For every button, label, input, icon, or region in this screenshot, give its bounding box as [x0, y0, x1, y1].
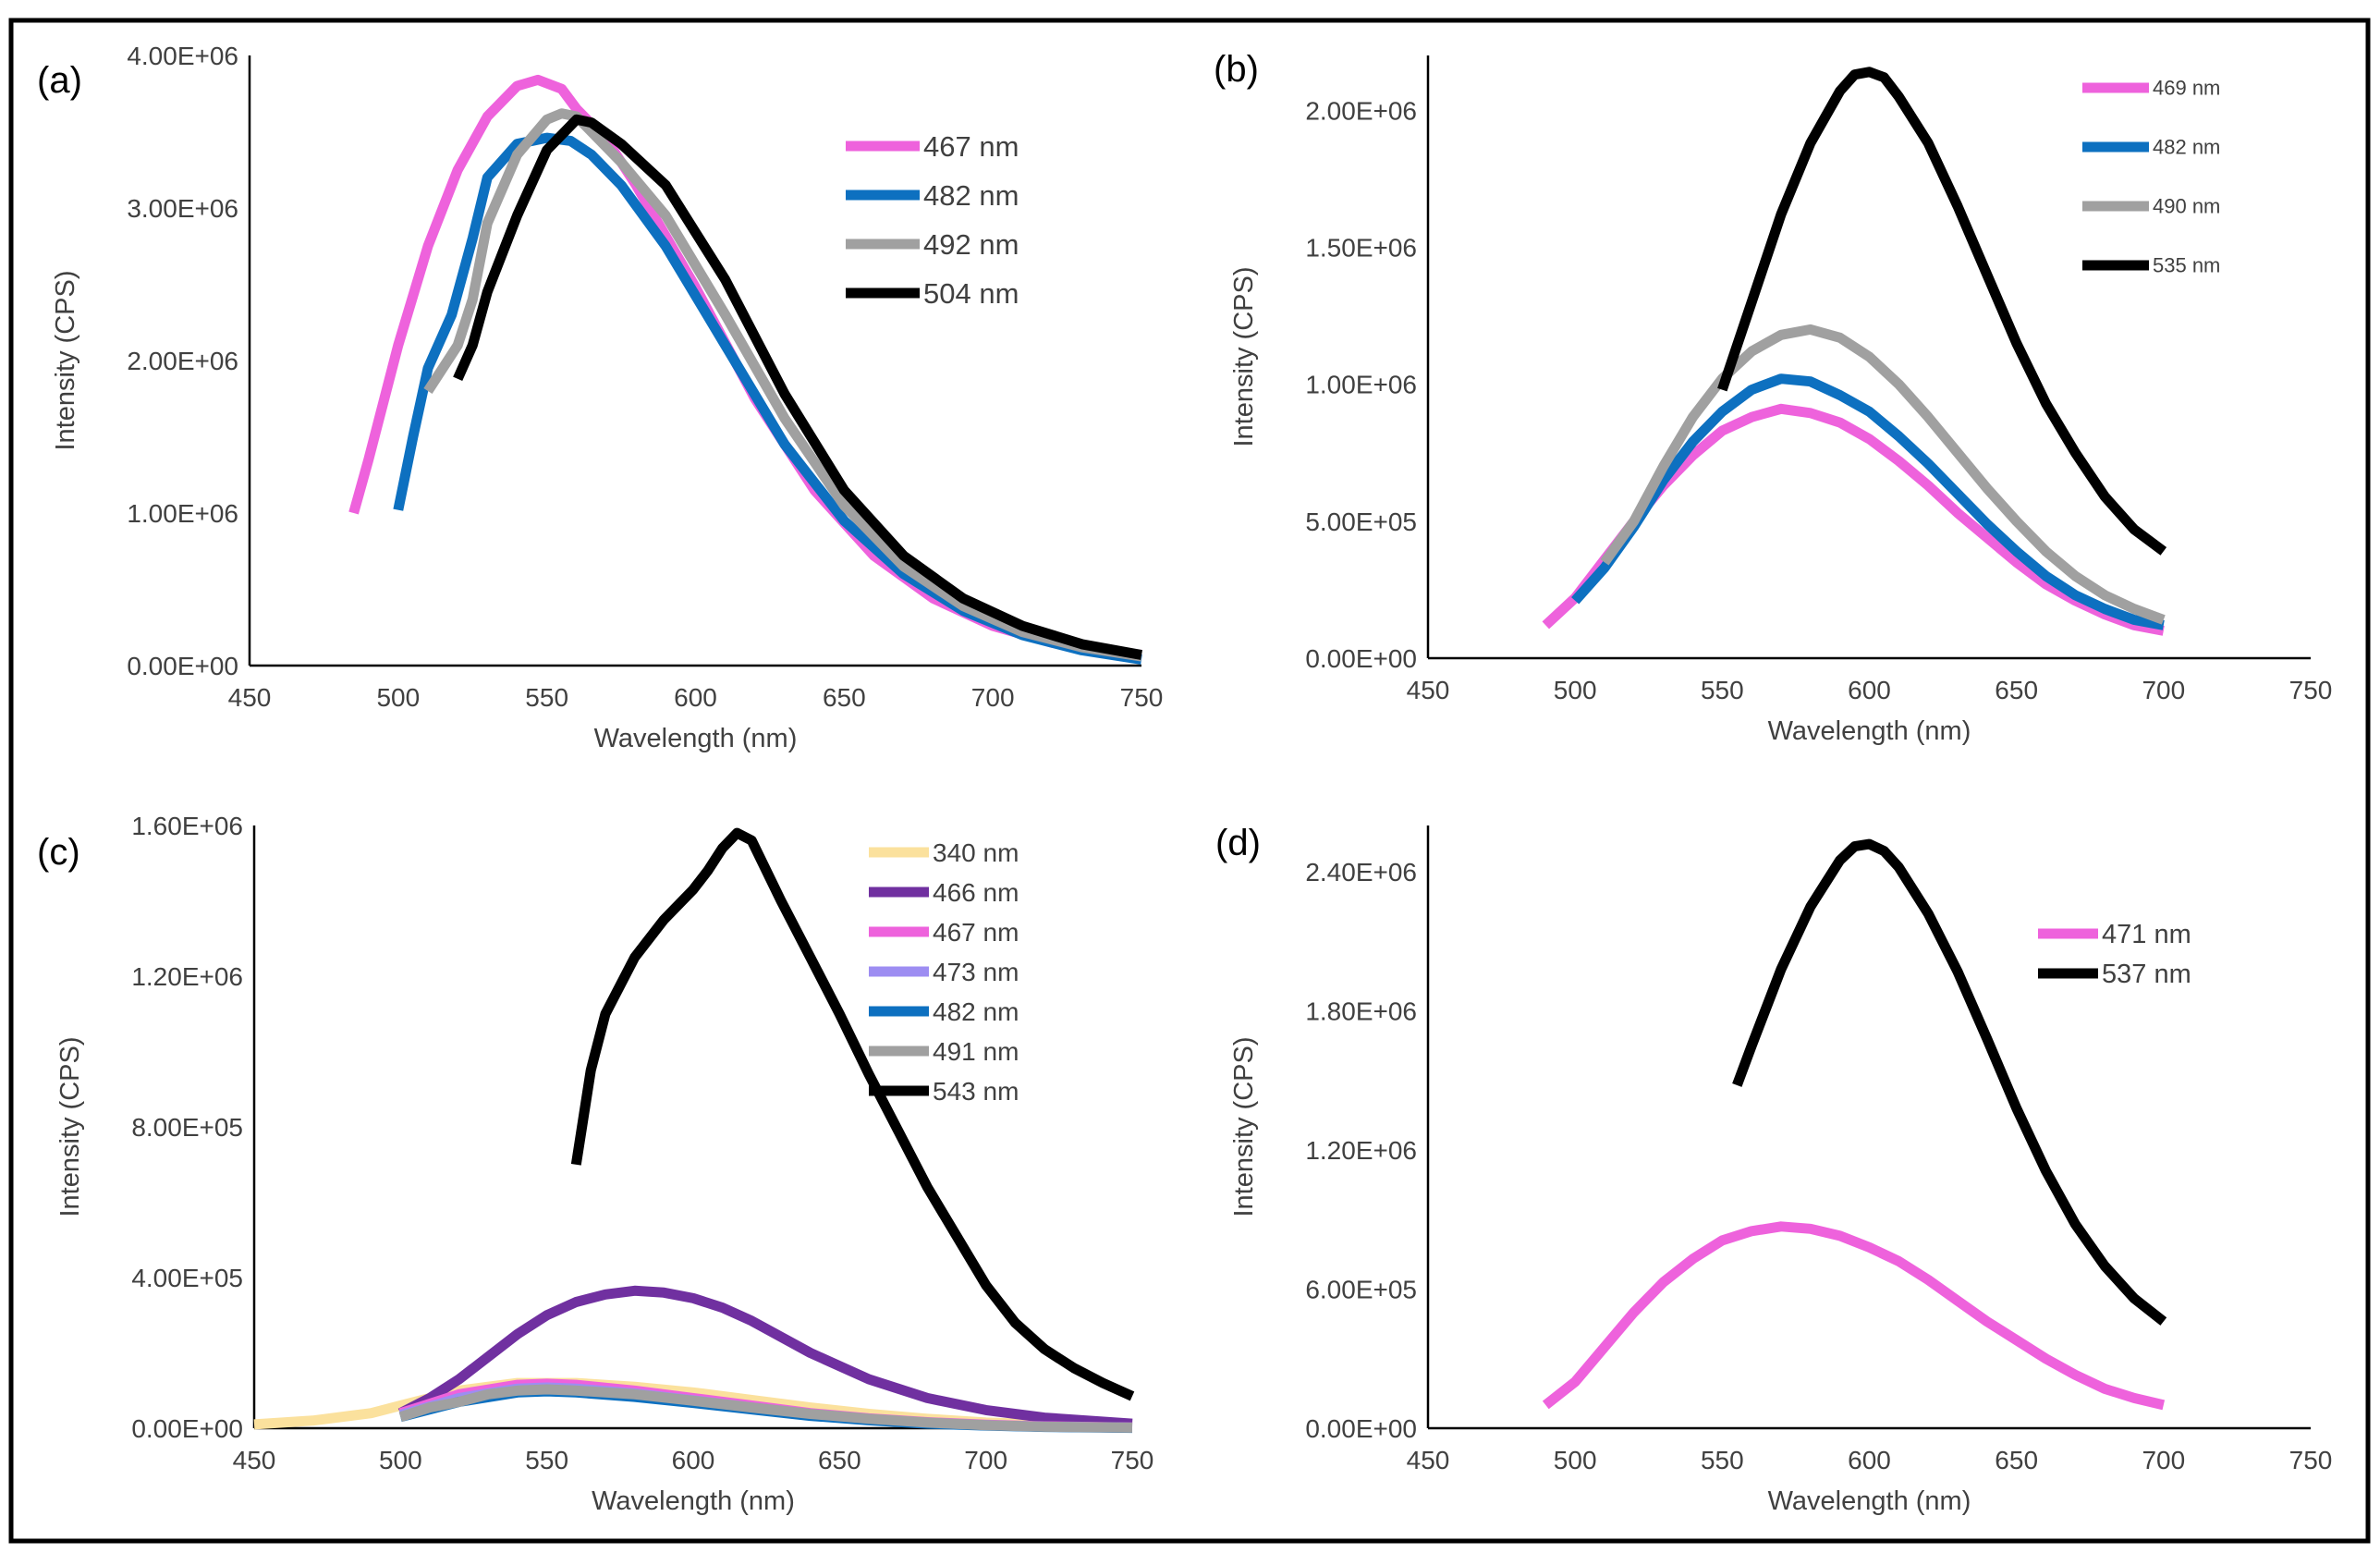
- x-axis-title: Wavelength (nm): [1768, 1486, 1971, 1516]
- series-line-535-nm: [1717, 67, 2167, 556]
- x-tick-label: 650: [1995, 1446, 2038, 1474]
- x-tick-label: 650: [1995, 676, 2038, 704]
- panel-d: (d) 450 500 550 600 650 700 750 0.00E+00 6.00E+05…: [1215, 823, 2332, 1516]
- y-axis-title: Intensity (CPS): [55, 1037, 85, 1217]
- panel-label: (d): [1215, 823, 1261, 863]
- series-line-492-nm: [423, 108, 1142, 662]
- panel-b: (b) 450 500 550 600 650 700 750 0.00E+00 5.00E+05…: [1214, 49, 2332, 746]
- y-tick-label: 2.00E+06: [1305, 96, 1417, 125]
- legend-label: 535 nm: [2153, 254, 2220, 277]
- y-axis-title: Intensity (CPS): [51, 271, 80, 451]
- series-line-471-nm: [1542, 1221, 2166, 1411]
- x-tick-label: 650: [823, 683, 866, 712]
- series-line-490-nm: [1600, 324, 2166, 625]
- x-tick-label: 750: [1120, 683, 1164, 712]
- legend-label: 340 nm: [933, 838, 1019, 867]
- panel-c: (c) 450 500 550 600 650 700 750 0.00E+00 4.00E+05…: [37, 812, 1153, 1516]
- legend-label: 543 nm: [933, 1077, 1019, 1106]
- y-tick-label: 4.00E+06: [127, 42, 238, 70]
- x-tick-label: 550: [1701, 1446, 1744, 1474]
- x-axis-title: Wavelength (nm): [1768, 716, 1971, 746]
- panel-a: (a) 450 500 550 600 650 700 750 0.00E+00 1.00E+06…: [37, 42, 1163, 753]
- y-tick-label: 1.00E+06: [1305, 371, 1417, 399]
- x-tick-label: 600: [672, 1446, 715, 1474]
- y-tick-label: 2.40E+06: [1305, 858, 1417, 887]
- x-tick-label: 750: [2289, 1446, 2333, 1474]
- legend-label: 482 nm: [933, 997, 1019, 1026]
- y-tick-label: 3.00E+06: [127, 194, 238, 223]
- x-tick-label: 750: [2289, 676, 2333, 704]
- series-line-466-nm: [397, 1285, 1133, 1429]
- series-line-504-nm: [453, 114, 1142, 660]
- x-tick-label: 700: [964, 1446, 1007, 1474]
- y-tick-label: 6.00E+05: [1305, 1276, 1417, 1304]
- x-tick-label: 600: [674, 683, 717, 712]
- legend-label: 492 nm: [923, 228, 1019, 261]
- x-tick-label: 450: [1407, 676, 1450, 704]
- x-tick-label: 500: [379, 1446, 422, 1474]
- y-tick-label: 4.00E+05: [131, 1264, 243, 1292]
- y-tick-label: 0.00E+00: [1305, 1414, 1417, 1443]
- y-tick-label: 2.00E+06: [127, 347, 238, 375]
- x-tick-label: 550: [1701, 676, 1744, 704]
- y-tick-label: 1.80E+06: [1305, 997, 1417, 1026]
- y-axis-title: Intensity (CPS): [1229, 267, 1259, 447]
- x-tick-label: 700: [2142, 1446, 2185, 1474]
- x-tick-label: 750: [1111, 1446, 1154, 1474]
- y-tick-label: 0.00E+00: [131, 1414, 243, 1443]
- legend-label: 467 nm: [933, 918, 1019, 947]
- panel-label: (b): [1214, 49, 1259, 90]
- legend-label: 537 nm: [2102, 960, 2191, 989]
- legend-label: 482 nm: [923, 179, 1019, 212]
- legend-label: 482 nm: [2153, 136, 2220, 159]
- legend-label: 504 nm: [923, 277, 1019, 310]
- x-tick-label: 500: [1554, 1446, 1597, 1474]
- x-tick-label: 700: [2142, 676, 2185, 704]
- legend-label: 466 nm: [933, 878, 1019, 907]
- y-tick-label: 0.00E+00: [1305, 644, 1417, 673]
- x-tick-label: 600: [1848, 676, 1891, 704]
- x-axis-title: Wavelength (nm): [594, 724, 798, 753]
- x-tick-label: 450: [233, 1446, 276, 1474]
- legend-label: 473 nm: [933, 958, 1019, 986]
- y-tick-label: 1.00E+06: [127, 499, 238, 528]
- x-tick-label: 600: [1848, 1446, 1891, 1474]
- y-tick-label: 0.00E+00: [127, 652, 238, 680]
- legend-label: 491 nm: [933, 1037, 1019, 1066]
- y-tick-label: 1.60E+06: [131, 812, 243, 840]
- y-tick-label: 8.00E+05: [131, 1113, 243, 1142]
- y-tick-label: 1.20E+06: [131, 962, 243, 991]
- y-tick-label: 1.20E+06: [1305, 1136, 1417, 1165]
- series-line-543-nm: [570, 827, 1135, 1401]
- y-tick-label: 5.00E+05: [1305, 507, 1417, 536]
- series-line-482-nm: [1571, 373, 2165, 630]
- series-line-491-nm: [398, 1384, 1133, 1433]
- figure-frame: [8, 18, 2371, 1544]
- x-tick-label: 500: [376, 683, 420, 712]
- y-axis-title: Intensity (CPS): [1229, 1037, 1259, 1217]
- x-axis-title: Wavelength (nm): [592, 1486, 795, 1516]
- x-tick-label: 500: [1554, 676, 1597, 704]
- x-tick-label: 450: [228, 683, 272, 712]
- x-tick-label: 550: [525, 683, 568, 712]
- legend-label: 490 nm: [2153, 195, 2220, 218]
- panel-label: (a): [37, 60, 82, 101]
- x-tick-label: 650: [818, 1446, 861, 1474]
- x-tick-label: 700: [971, 683, 1015, 712]
- legend-label: 471 nm: [2102, 920, 2191, 949]
- x-tick-label: 450: [1407, 1446, 1450, 1474]
- y-tick-label: 1.50E+06: [1305, 233, 1417, 262]
- panel-label: (c): [37, 832, 80, 873]
- x-tick-label: 550: [525, 1446, 568, 1474]
- legend-label: 467 nm: [923, 130, 1019, 163]
- series-line-537-nm: [1732, 838, 2167, 1326]
- legend-label: 469 nm: [2153, 77, 2220, 100]
